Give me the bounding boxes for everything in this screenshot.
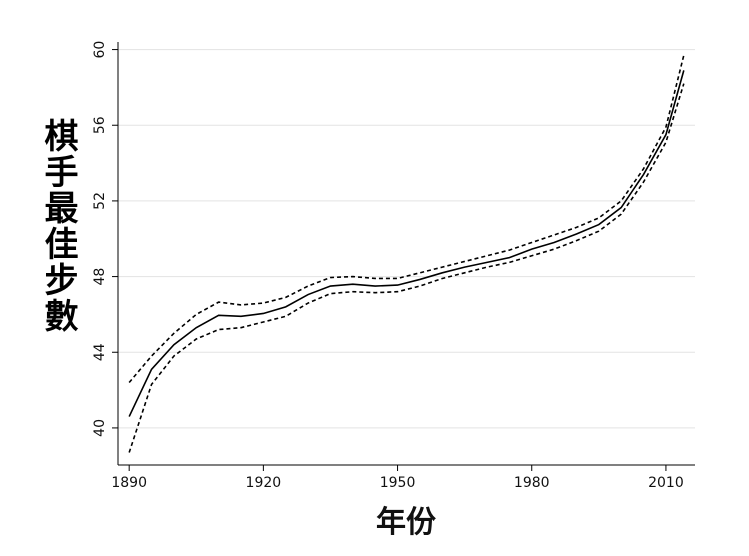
x-tick-label: 1950 <box>380 475 416 491</box>
confidence-bound <box>128 83 685 453</box>
y-tick-label: 60 <box>92 41 108 59</box>
y-tick-label: 44 <box>92 343 108 361</box>
y-tick-label: 48 <box>92 268 108 286</box>
x-tick-label: 1890 <box>111 475 147 491</box>
confidence-bound <box>128 55 685 384</box>
y-tick-label: 40 <box>92 419 108 437</box>
y-axis-label: 棋手最佳步數 <box>38 118 78 334</box>
y-tick-label: 52 <box>92 192 108 210</box>
x-tick-label: 1920 <box>246 475 282 491</box>
y-tick-label: 56 <box>92 116 108 134</box>
x-tick-label: 1980 <box>514 475 550 491</box>
x-axis-label: 年份 <box>376 505 436 540</box>
x-tick-label: 2010 <box>648 475 684 491</box>
trend-line <box>128 70 685 417</box>
